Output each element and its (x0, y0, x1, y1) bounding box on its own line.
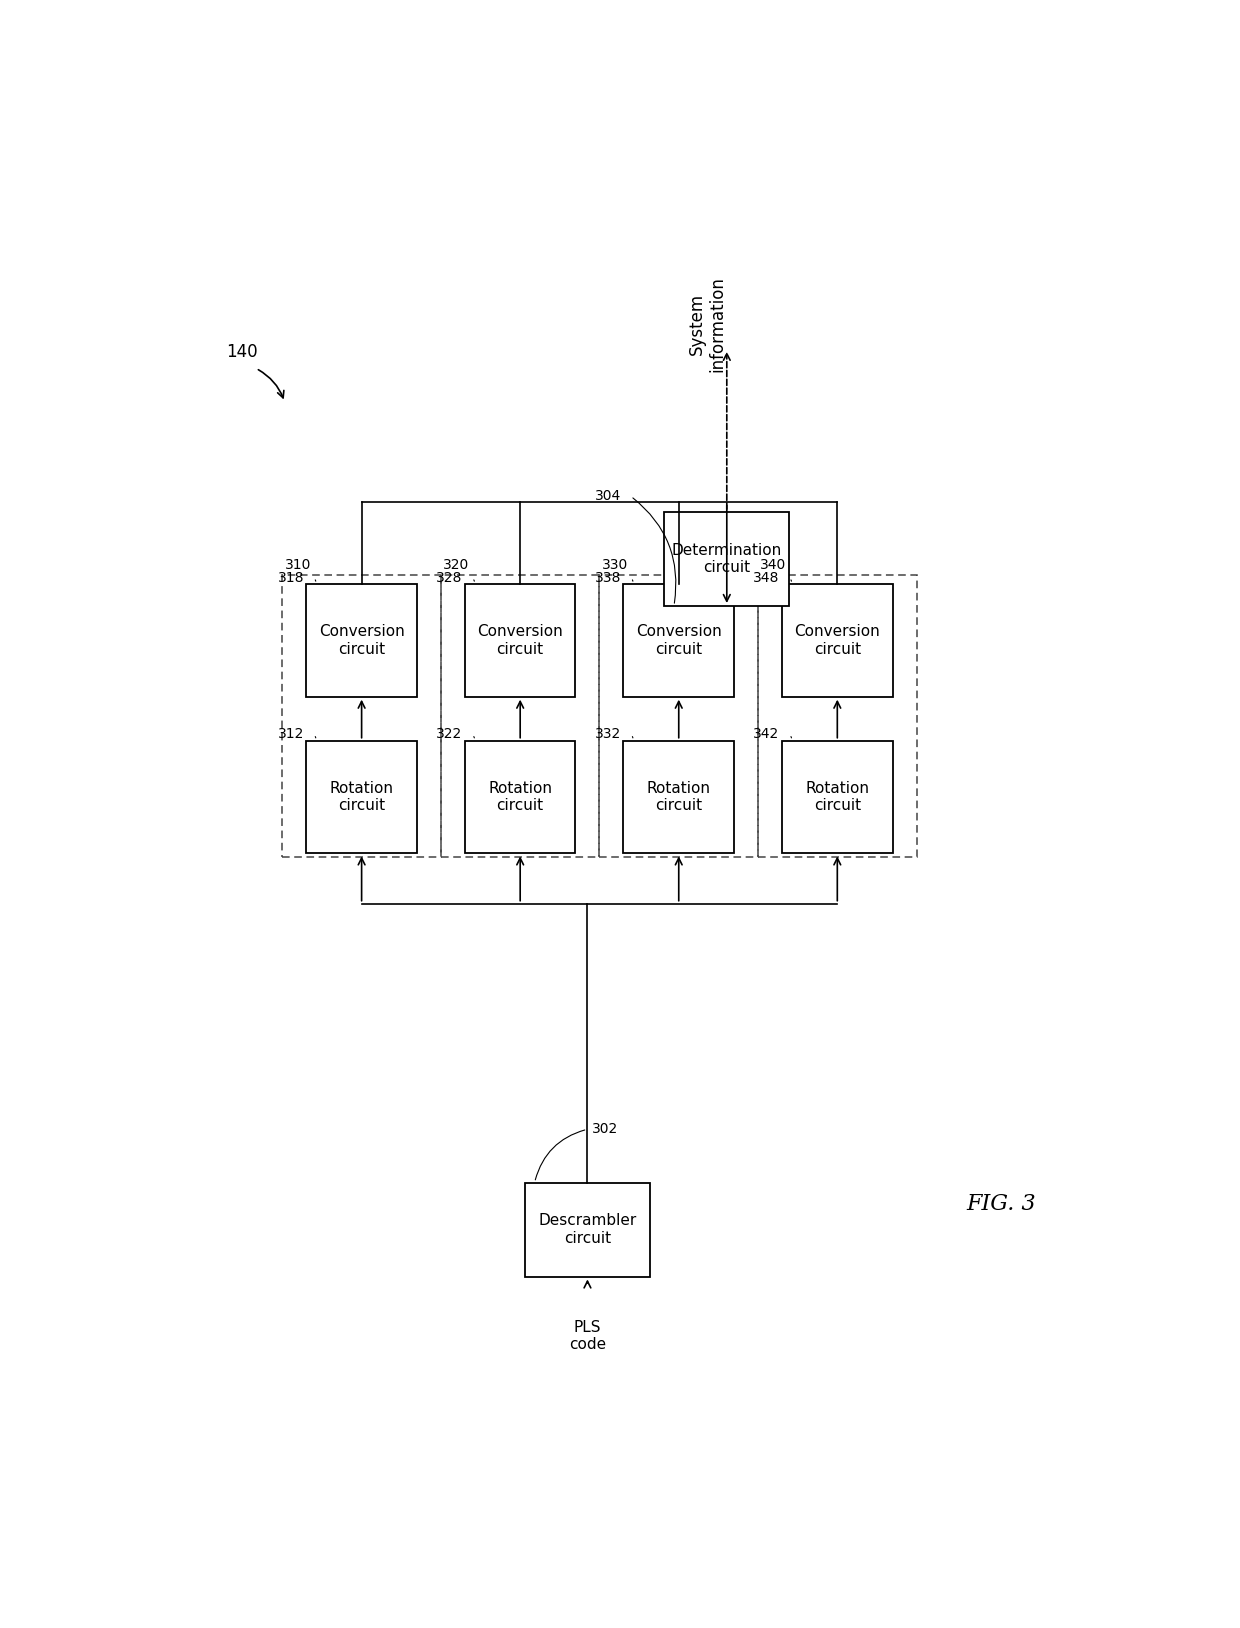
Text: 320: 320 (444, 558, 470, 571)
FancyBboxPatch shape (465, 584, 575, 697)
Text: 342: 342 (754, 728, 780, 741)
Text: 322: 322 (436, 728, 463, 741)
Text: 338: 338 (595, 571, 621, 584)
Text: 330: 330 (601, 558, 629, 571)
Text: Descrambler
circuit: Descrambler circuit (538, 1213, 636, 1245)
Text: Conversion
circuit: Conversion circuit (319, 624, 404, 656)
Text: 332: 332 (595, 728, 621, 741)
Text: 140: 140 (226, 344, 258, 361)
FancyBboxPatch shape (306, 584, 417, 697)
Text: Rotation
circuit: Rotation circuit (489, 781, 552, 814)
FancyBboxPatch shape (465, 741, 575, 853)
Text: Conversion
circuit: Conversion circuit (636, 624, 722, 656)
FancyBboxPatch shape (782, 584, 893, 697)
Text: 304: 304 (595, 490, 621, 503)
FancyBboxPatch shape (525, 1182, 650, 1276)
FancyBboxPatch shape (665, 511, 789, 606)
Text: 312: 312 (278, 728, 304, 741)
Text: 328: 328 (436, 571, 463, 584)
Text: Rotation
circuit: Rotation circuit (330, 781, 393, 814)
FancyBboxPatch shape (624, 741, 734, 853)
Text: 348: 348 (753, 571, 780, 584)
Text: Determination
circuit: Determination circuit (672, 542, 782, 575)
Text: 302: 302 (593, 1122, 619, 1136)
Text: Rotation
circuit: Rotation circuit (805, 781, 869, 814)
Text: Rotation
circuit: Rotation circuit (647, 781, 711, 814)
FancyBboxPatch shape (306, 741, 417, 853)
Text: 340: 340 (760, 558, 786, 571)
Text: PLS
code: PLS code (569, 1320, 606, 1353)
Text: 310: 310 (285, 558, 311, 571)
FancyBboxPatch shape (782, 741, 893, 853)
Text: Conversion
circuit: Conversion circuit (477, 624, 563, 656)
Text: System
information: System information (688, 275, 727, 371)
Text: 318: 318 (278, 571, 304, 584)
FancyBboxPatch shape (624, 584, 734, 697)
Text: FIG. 3: FIG. 3 (966, 1193, 1035, 1216)
Text: Conversion
circuit: Conversion circuit (795, 624, 880, 656)
